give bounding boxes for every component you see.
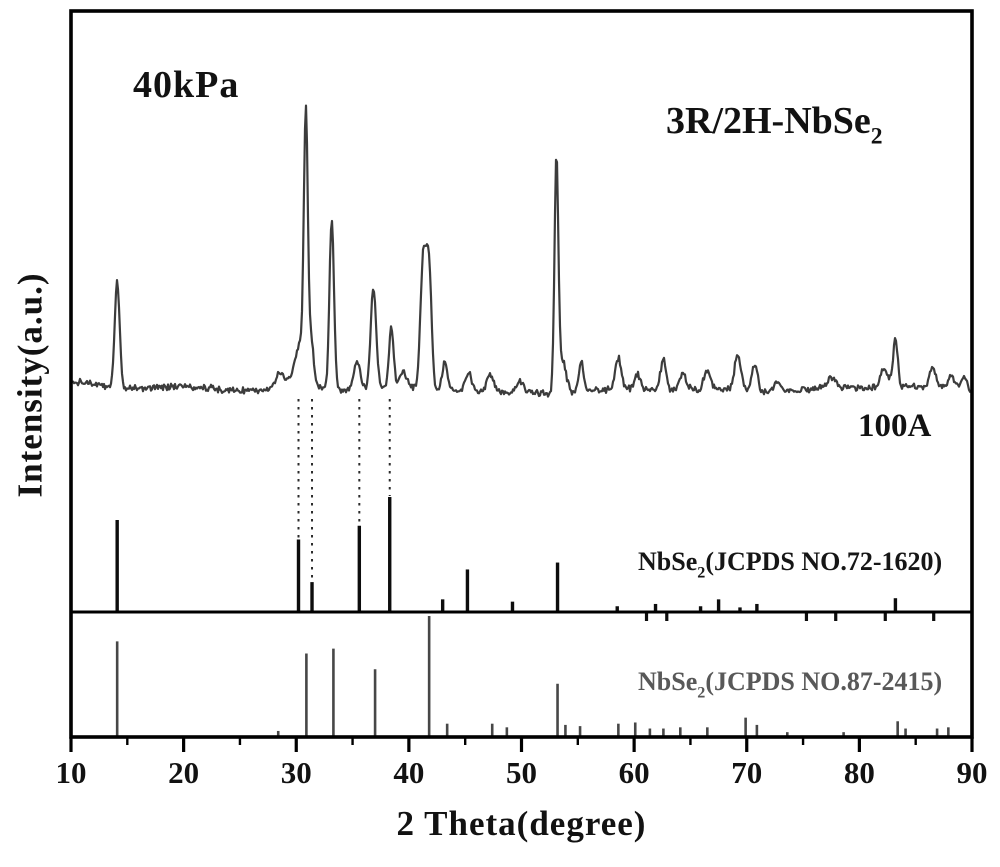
x-tick-label-20: 20 xyxy=(168,755,200,790)
x-tick-label-50: 50 xyxy=(506,755,537,790)
phase-annotation: 3R/2H-NbSe2 xyxy=(666,102,883,149)
reference-1-formula: NbSe xyxy=(638,547,698,576)
reference-2-card: (JCPDS NO.87-2415) xyxy=(705,667,943,696)
x-tick-label-30: 30 xyxy=(280,755,312,790)
x-tick-label-70: 70 xyxy=(731,755,763,790)
reference-1-label: NbSe2(JCPDS NO.72-1620) xyxy=(638,549,942,581)
reference-1-card: (JCPDS NO.72-1620) xyxy=(705,547,943,576)
plot-frame xyxy=(69,9,974,739)
reference-2-formula: NbSe xyxy=(638,667,698,696)
reference-1-subscript: 2 xyxy=(697,564,706,582)
reference-2-subscript: 2 xyxy=(697,684,706,702)
pressure-annotation: 40kPa xyxy=(133,64,240,106)
x-tick-label-80: 80 xyxy=(843,755,875,790)
phase-subscript: 2 xyxy=(870,123,883,150)
phase-text: 3R/2H-NbSe xyxy=(666,100,871,142)
x-axis-title: 2 Theta(degree) xyxy=(396,804,647,843)
x-tick-label-90: 90 xyxy=(956,755,988,790)
x-tick-label-10: 10 xyxy=(55,755,87,790)
reference-2-label: NbSe2(JCPDS NO.87-2415) xyxy=(638,669,942,701)
y-axis-title: Intensity(a.u.) xyxy=(10,272,50,498)
x-tick-label-40: 40 xyxy=(393,755,425,790)
x-tick-label-60: 60 xyxy=(618,755,650,790)
sample-annotation: 100A xyxy=(858,408,932,444)
experimental-curve xyxy=(69,104,974,398)
